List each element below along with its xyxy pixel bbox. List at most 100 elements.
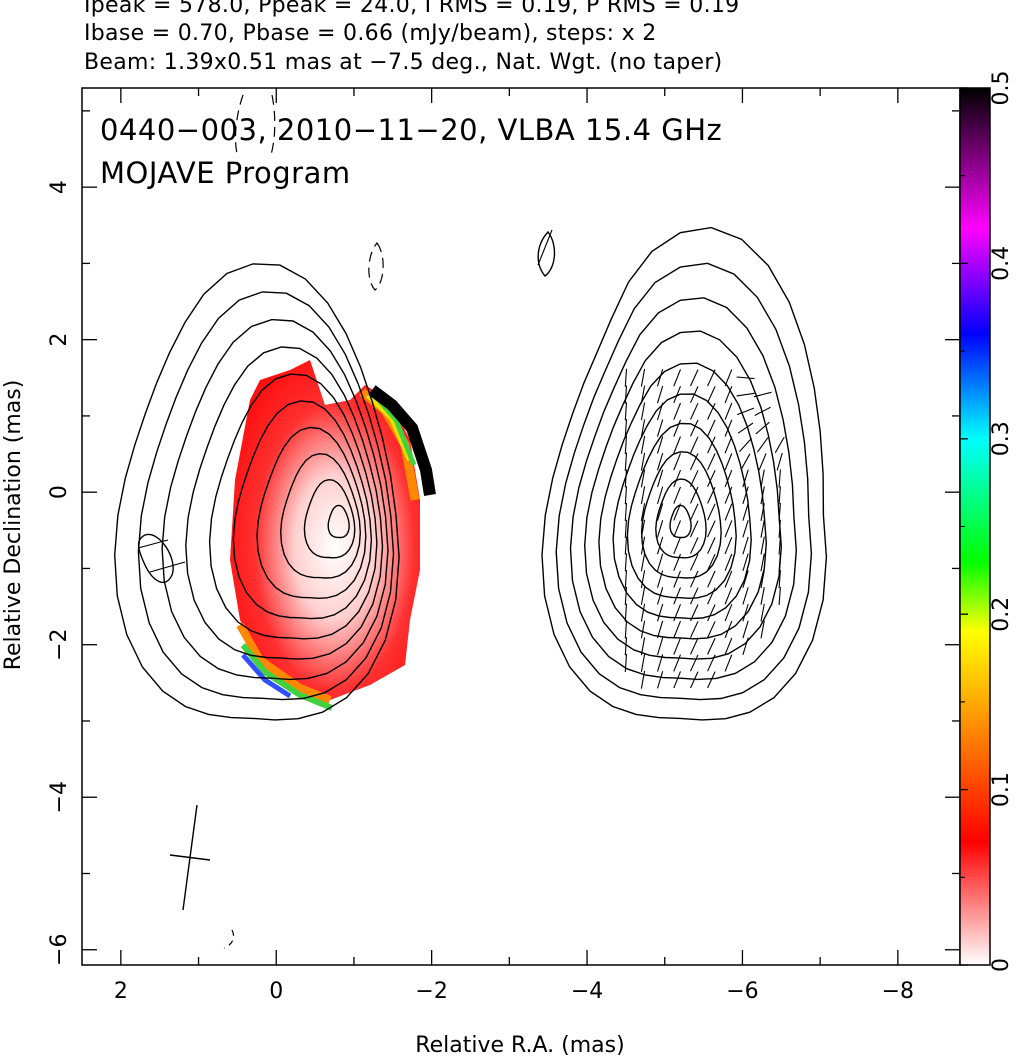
evpa-tick [640,586,646,605]
evpa-tick [673,654,682,672]
evpa-tick [778,486,781,505]
evpa-tick [673,671,682,689]
evpa-tick [624,536,628,555]
evpa-tick [673,637,682,655]
evpa-tick [673,620,682,639]
evpa-tick [760,486,765,505]
evpa-tick [690,402,699,420]
evpa-tick [707,453,716,471]
intensity-contour [256,426,367,600]
evpa-tick [760,570,765,589]
evpa-tick [624,502,628,522]
evpa-tick [624,653,628,673]
evpa-tick [690,621,699,638]
evpa-tick [778,553,781,572]
plot-subtitle: MOJAVE Program [100,156,351,190]
evpa-tick [742,587,749,605]
evpa-tick [707,520,716,538]
right-panel-evpa [537,226,828,721]
evpa-tick [740,453,751,470]
evpa-tick [656,520,664,538]
intensity-contour [113,263,400,721]
evpa-tick [656,369,664,387]
evpa-tick [656,536,664,555]
evpa-tick [776,452,783,471]
evpa-tick [673,604,682,622]
evpa-tick [673,503,682,521]
evpa-tick [689,520,699,538]
evpa-tick [760,469,765,488]
evpa-tick [742,603,749,622]
intensity-contour [569,297,798,681]
y-tick-label: −4 [47,781,72,813]
evpa-tick [724,553,733,571]
evpa-tick [707,436,716,454]
evpa-tick [755,421,770,435]
intensity-contour [279,452,362,579]
evpa-ticks [624,368,785,689]
axis-ticks [82,88,960,965]
evpa-tick [624,435,628,454]
intensity-contour [541,226,828,721]
intensity-contour [232,400,373,620]
evpa-tick [707,587,716,605]
evpa-tick [724,536,733,555]
evpa-tick [689,654,699,672]
evpa-tick [640,419,646,438]
evpa-tick [640,536,646,555]
evpa-tick [690,553,699,571]
evpa-tick [724,503,733,521]
evpa-tick [640,452,646,471]
evpa-tick [742,620,749,639]
colorbar-tick-label: 0.1 [989,772,1014,807]
blob-contour-2 [537,230,556,277]
header-beam-line: Beam: 1.39x0.51 mas at −7.5 deg., Nat. W… [84,50,723,75]
evpa-tick [624,452,628,471]
evpa-tick [624,553,628,572]
evpa-tick [640,620,646,639]
evpa-tick [624,637,628,656]
evpa-tick [742,503,749,521]
evpa-tick [689,369,699,387]
evpa-tick [673,553,682,571]
left-intensity-contours [113,263,400,721]
evpa-tick [737,422,754,434]
evpa-tick [724,436,733,454]
colorbar-tick-label: 0.3 [989,421,1014,456]
evpa-tick [689,486,699,504]
evpa-tick [689,671,699,689]
evpa-tick [656,419,664,437]
evpa-tick [624,402,628,421]
x-tick-label: 0 [269,979,283,1004]
evpa-tick [624,368,628,387]
beam-ellipse [169,804,211,911]
y-tick-label: 2 [47,333,72,347]
evpa-tick [673,520,682,538]
evpa-tick [689,436,699,454]
evpa-tick [689,587,699,605]
evpa-tick [707,604,716,622]
evpa-tick [707,486,716,504]
dashed-contour-2 [234,94,244,159]
evpa-tick [724,654,733,672]
evpa-tick [707,503,716,521]
evpa-tick [778,536,781,555]
evpa-tick [640,570,646,589]
evpa-tick [640,670,646,689]
evpa-tick [656,587,664,605]
evpa-tick [760,519,765,538]
evpa-tick [707,570,716,588]
evpa-tick [640,486,646,505]
evpa-tick [707,470,716,487]
evpa-tick [707,419,716,437]
evpa-tick [758,453,767,471]
evpa-tick [756,437,769,453]
evpa-tick [707,537,716,554]
right-intensity-contours [541,226,828,721]
x-tick-label: −2 [415,979,447,1004]
intensity-contour [612,393,752,620]
evpa-tick [640,637,646,656]
evpa-tick [640,654,646,672]
evpa-tick [778,586,781,605]
evpa-tick [707,621,716,638]
